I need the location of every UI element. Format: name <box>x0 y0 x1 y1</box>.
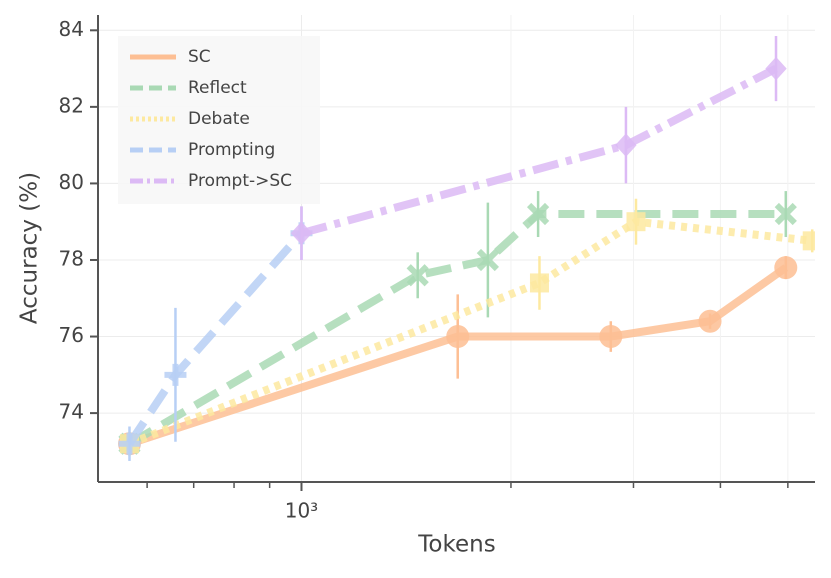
y-tick-label: 78 <box>59 246 84 270</box>
legend-label: Reflect <box>188 78 247 98</box>
marker <box>698 309 722 333</box>
legend-label: Prompt->SC <box>188 171 292 191</box>
marker <box>118 432 141 455</box>
legend-label: Debate <box>188 109 250 129</box>
legend-label: Prompting <box>188 140 275 160</box>
y-tick-label: 82 <box>59 93 84 117</box>
legend-box <box>118 36 320 204</box>
marker <box>626 212 646 232</box>
marker <box>774 256 798 280</box>
marker <box>599 325 623 349</box>
legend: SC Reflect Debate Prompting Prompt->SC <box>118 36 320 204</box>
y-axis-label: Accuracy (%) <box>17 172 43 324</box>
y-tick-label: 74 <box>59 400 84 424</box>
x-tick-label: 10³ <box>285 499 318 523</box>
marker <box>164 363 187 386</box>
legend-label: SC <box>188 47 211 67</box>
marker <box>446 325 470 349</box>
marker <box>774 202 797 226</box>
y-tick-label: 84 <box>59 17 84 41</box>
marker <box>406 264 429 287</box>
marker <box>765 56 787 81</box>
y-tick-label: 76 <box>59 323 84 347</box>
marker <box>802 231 815 251</box>
marker <box>476 248 500 272</box>
marker <box>529 273 549 293</box>
marker <box>290 221 313 245</box>
y-tick-label: 80 <box>59 170 84 194</box>
x-axis-label: Tokens <box>417 532 495 558</box>
marker <box>526 202 550 226</box>
plot-area <box>117 36 815 461</box>
marker <box>615 133 637 157</box>
series-line <box>128 217 813 448</box>
